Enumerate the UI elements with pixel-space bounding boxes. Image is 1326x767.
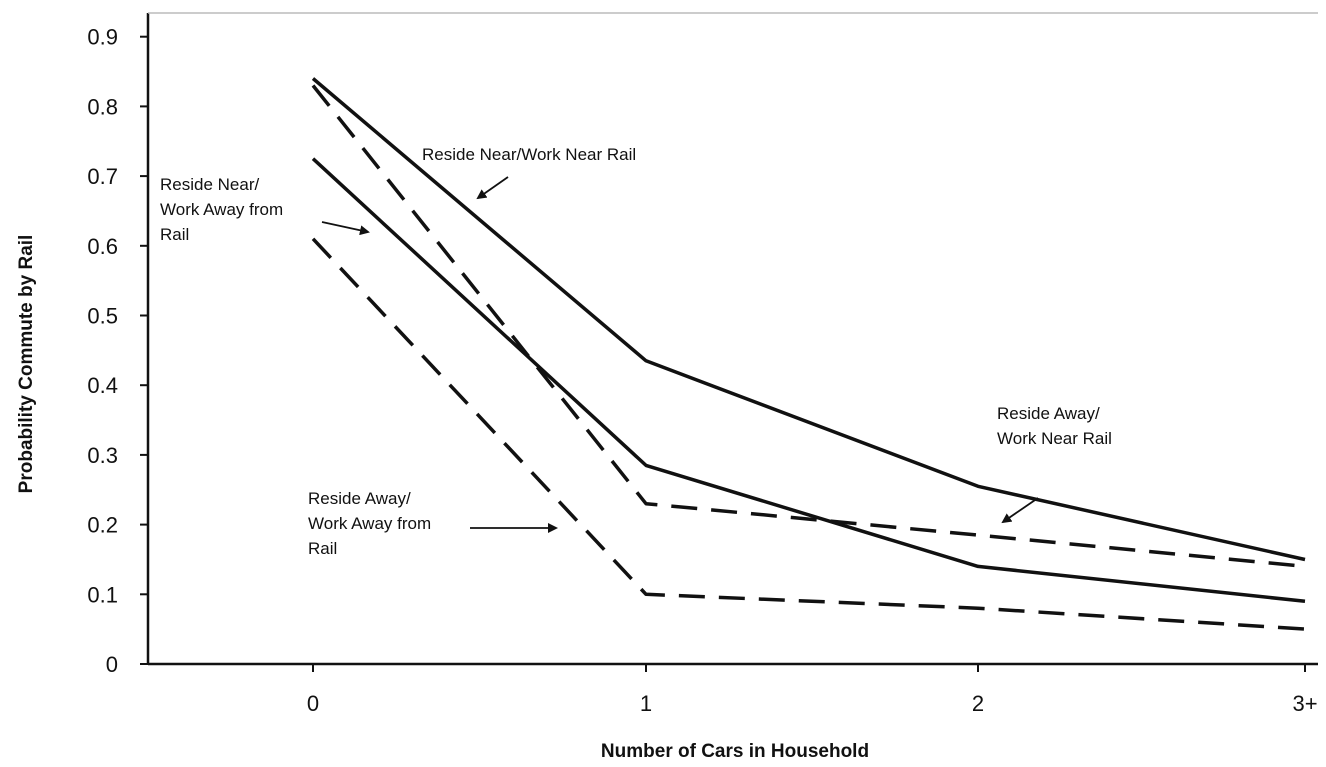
annotation-3: Reside Away/Work Away from Rail [308, 489, 558, 558]
annotation-line: Work Away from [160, 200, 283, 219]
x-axis-title: Number of Cars in Household [601, 741, 869, 762]
y-tick-label: 0.8 [87, 94, 118, 119]
y-tick-label: 0 [106, 652, 118, 677]
series-line [311, 77, 1306, 562]
annotation-line: Reside Away/ [308, 489, 411, 508]
y-tick-label: 0.4 [87, 373, 118, 398]
axes [146, 12, 1318, 666]
annotation-0: Reside Near/Work Near Rail [422, 145, 636, 200]
annotation-line: Reside Near/ [160, 175, 259, 194]
annotation-arrow [321, 221, 370, 236]
series-0 [311, 77, 1306, 562]
annotation-line: Work Away from [308, 514, 431, 533]
annotation-2: Reside Away/Work Near Rail [997, 404, 1112, 524]
annotation-line: Rail [160, 225, 189, 244]
annotation-line: Work Near Rail [997, 429, 1112, 448]
series-line [311, 84, 1306, 569]
annotation-1: Reside Near/Work Away from Rail [160, 175, 370, 244]
annotation-line: Reside Near/Work Near Rail [422, 145, 636, 164]
y-tick-label: 0.6 [87, 234, 118, 259]
series-line [311, 237, 1306, 631]
y-tick-label: 0.1 [87, 582, 118, 607]
series-2 [311, 84, 1306, 569]
series-lines [311, 77, 1306, 631]
annotation-label: Reside Near/Work Near Rail [422, 145, 636, 164]
annotation-line: Reside Away/ [997, 404, 1100, 423]
annotation-label: Reside Away/Work Away from Rail [308, 489, 431, 558]
y-axis-title: Probability Commute by Rail [16, 235, 37, 494]
annotation-label: Reside Near/Work Away from Rail [160, 175, 283, 244]
y-tick-label: 0.5 [87, 304, 118, 329]
series-line [311, 157, 1306, 604]
x-tick-label: 2 [972, 691, 984, 716]
y-tick-label: 0.3 [87, 443, 118, 468]
x-tick-label: 3+ [1292, 691, 1317, 716]
y-ticks: 0 0.1 0.2 0.3 0.4 0.5 0.6 0.7 0.8 0.9 [87, 25, 148, 677]
series-1 [311, 157, 1306, 604]
annotation-arrow [1001, 497, 1039, 524]
y-tick-label: 0.9 [87, 25, 118, 50]
x-tick-label: 1 [640, 691, 652, 716]
y-tick-label: 0.2 [87, 513, 118, 538]
annotation-line: Rail [308, 539, 337, 558]
x-ticks: 0 1 2 3+ [307, 664, 1318, 716]
annotations: Reside Near/Work Near Rail Reside Near/Wo… [160, 145, 1112, 558]
x-tick-label: 0 [307, 691, 319, 716]
y-tick-label: 0.7 [87, 164, 118, 189]
series-3 [311, 237, 1306, 631]
annotation-label: Reside Away/Work Near Rail [997, 404, 1112, 448]
annotation-arrow [476, 176, 509, 200]
